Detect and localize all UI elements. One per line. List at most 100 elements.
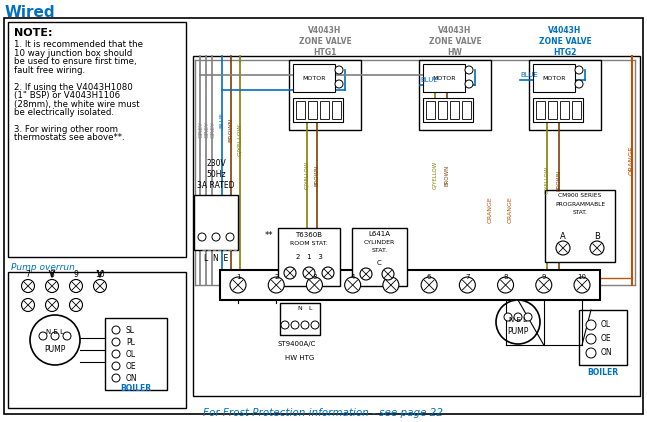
Circle shape [94,279,107,292]
Circle shape [335,66,343,74]
Text: 8: 8 [50,270,54,279]
Circle shape [586,348,596,358]
Text: V4043H
ZONE VALVE
HTG2: V4043H ZONE VALVE HTG2 [538,26,591,57]
Text: **: ** [265,231,273,240]
Text: (28mm), the white wire must: (28mm), the white wire must [14,100,140,108]
Text: PL: PL [126,338,135,347]
Text: BROWN: BROWN [444,165,450,186]
Text: be electrically isolated.: be electrically isolated. [14,108,114,117]
Circle shape [590,241,604,255]
Circle shape [281,321,289,329]
Circle shape [514,313,522,321]
Text: OE: OE [126,362,137,371]
Bar [105,318,167,390]
Circle shape [574,277,590,293]
Text: 2. If using the V4043H1080: 2. If using the V4043H1080 [14,82,133,92]
Circle shape [45,298,58,311]
Circle shape [69,298,83,311]
Circle shape [112,326,120,334]
Text: PUMP: PUMP [507,327,529,336]
Text: BLUE: BLUE [520,72,538,78]
Circle shape [303,267,315,279]
Bar [320,101,329,119]
Bar [280,303,320,335]
Text: 10 way junction box should: 10 way junction box should [14,49,132,57]
Text: MOTOR: MOTOR [542,76,565,81]
Text: ORANGE: ORANGE [629,145,635,175]
Text: L  N  E: L N E [204,254,228,263]
Text: A: A [560,232,566,241]
Circle shape [63,332,71,340]
Text: BROWN: BROWN [228,118,234,142]
Bar [438,101,447,119]
Text: 8: 8 [503,274,508,280]
Circle shape [112,338,120,346]
Text: PUMP: PUMP [44,344,66,354]
Circle shape [45,279,58,292]
Text: GREY: GREY [204,122,210,138]
Bar [220,270,600,300]
Text: 5: 5 [389,274,393,280]
Text: NOTE:: NOTE: [14,28,52,38]
Circle shape [51,332,59,340]
Text: OL: OL [126,350,136,359]
Bar [293,64,335,92]
Text: BROWN: BROWN [314,165,320,186]
Text: PROGRAMMABLE: PROGRAMMABLE [555,202,605,207]
Text: G/YELLOW: G/YELLOW [545,166,549,194]
Bar [462,101,471,119]
Text: BLUE: BLUE [219,112,225,128]
Text: 3. For wiring other room: 3. For wiring other room [14,125,118,134]
Bar [332,101,341,119]
Circle shape [382,268,394,280]
Circle shape [291,321,299,329]
Text: CYLINDER: CYLINDER [364,240,395,245]
Bar [194,195,238,250]
Text: 1: 1 [236,274,240,280]
Text: ORANGE: ORANGE [507,197,512,223]
Circle shape [556,241,570,255]
Text: STAT.: STAT. [371,248,388,253]
Text: BROWN: BROWN [556,169,562,191]
Bar [419,60,491,130]
Circle shape [459,277,476,293]
Text: CM900 SERIES: CM900 SERIES [558,193,602,198]
Text: Wired: Wired [5,5,56,19]
Circle shape [360,268,372,280]
Circle shape [39,332,47,340]
Text: OL: OL [601,320,611,329]
Circle shape [504,313,512,321]
Text: L: L [308,306,312,311]
Circle shape [465,80,473,88]
Text: ON: ON [126,374,138,383]
Bar [296,101,305,119]
Circle shape [524,313,532,321]
Bar [533,98,583,122]
Circle shape [112,362,120,370]
Bar [426,101,435,119]
Circle shape [421,277,437,293]
Text: thermostats see above**.: thermostats see above**. [14,133,125,143]
Circle shape [311,321,319,329]
Circle shape [198,233,206,241]
Bar [352,228,407,286]
Text: BLUE: BLUE [420,77,438,83]
Text: 2   1   3: 2 1 3 [296,254,322,260]
Text: ST9400A/C: ST9400A/C [278,341,316,347]
Bar [548,101,557,119]
Text: ORANGE: ORANGE [487,197,492,223]
Text: ON: ON [601,348,613,357]
Text: 2: 2 [274,274,278,280]
Circle shape [112,350,120,358]
Text: HW HTG: HW HTG [285,355,314,361]
Text: 3: 3 [313,274,316,280]
Circle shape [284,267,296,279]
Text: 9: 9 [74,270,78,279]
Circle shape [465,66,473,74]
Circle shape [307,277,322,293]
Text: 6: 6 [427,274,432,280]
Text: 4: 4 [351,274,355,280]
Circle shape [301,321,309,329]
Text: 1. It is recommended that the: 1. It is recommended that the [14,40,143,49]
Bar [278,228,340,286]
